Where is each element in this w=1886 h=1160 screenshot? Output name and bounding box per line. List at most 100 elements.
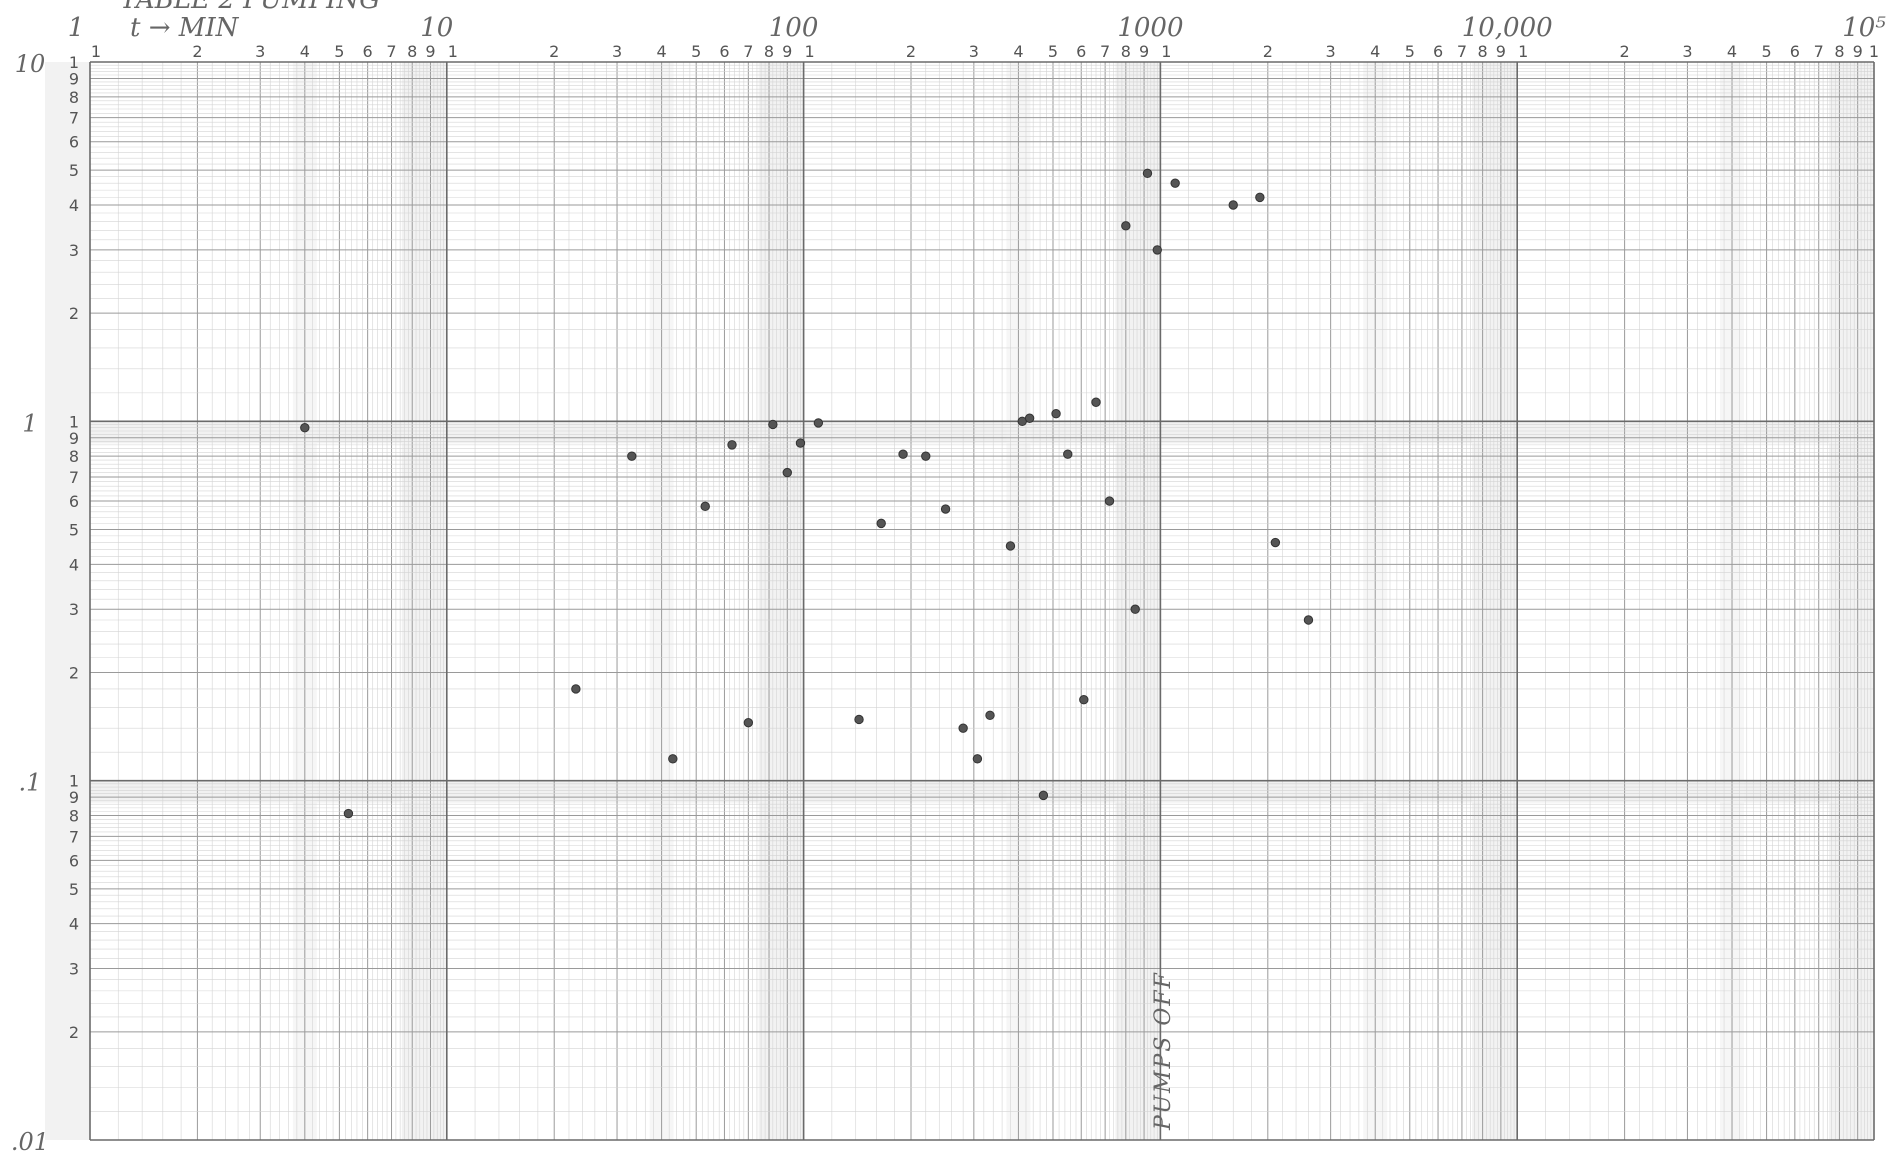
y-tick-label: 2 xyxy=(69,304,79,323)
x-decade-label: 1 xyxy=(68,13,85,43)
y-tick-label: 2 xyxy=(69,1023,79,1042)
data-point xyxy=(898,449,908,459)
y-tick-label: 7 xyxy=(69,468,79,487)
shade-band-x xyxy=(1115,62,1161,1140)
x-tick-label: 5 xyxy=(1405,42,1415,61)
data-point xyxy=(972,754,983,764)
data-point xyxy=(668,754,678,764)
x-tick-label: 1 xyxy=(1518,42,1528,61)
x-decade-label: 1000 xyxy=(1117,13,1183,43)
data-point xyxy=(727,440,737,450)
data-point xyxy=(700,501,710,512)
y-tick-label: 1 xyxy=(69,412,79,431)
data-point xyxy=(1142,168,1153,179)
x-tick-label: 8 xyxy=(1121,42,1131,61)
x-tick-label: 5 xyxy=(1761,42,1771,61)
data-point xyxy=(1130,604,1140,614)
x-tick-label: 9 xyxy=(1139,42,1149,61)
x-tick-label: 6 xyxy=(1790,42,1800,61)
data-point xyxy=(1024,413,1035,423)
y-decade-label: 10 xyxy=(15,50,46,78)
x-tick-label: 7 xyxy=(743,42,753,61)
data-point xyxy=(1170,178,1180,188)
data-point xyxy=(1038,790,1049,801)
x-tick-label: 4 xyxy=(657,42,667,61)
x-tick-label: 3 xyxy=(1326,42,1336,61)
x-tick-label: 1 xyxy=(448,42,458,61)
x-tick-label: 6 xyxy=(719,42,729,61)
y-decade-label: .01 xyxy=(11,1128,49,1156)
x-tick-label: 5 xyxy=(1048,42,1058,61)
x-tick-label: 6 xyxy=(1076,42,1086,61)
x-tick-label: 8 xyxy=(1834,42,1844,61)
x-tick-label: 4 xyxy=(1370,42,1380,61)
y-tick-label: 8 xyxy=(69,447,79,466)
data-point xyxy=(1228,200,1238,210)
x-decade-label: 100 xyxy=(769,13,819,43)
shade-band-x xyxy=(1472,62,1518,1140)
x-tick-label: 6 xyxy=(1433,42,1443,61)
x-tick-label: 4 xyxy=(1013,42,1023,61)
data-point xyxy=(343,808,354,819)
x-tick-label: 3 xyxy=(255,42,265,61)
data-point xyxy=(1104,496,1115,506)
y-tick-label: 5 xyxy=(69,880,79,899)
x-tick-label: 8 xyxy=(764,42,774,61)
data-point xyxy=(921,451,931,461)
x-tick-label: 9 xyxy=(1853,42,1863,61)
x-tick-label: 8 xyxy=(1478,42,1488,61)
data-point xyxy=(795,438,806,448)
data-point xyxy=(627,451,637,461)
x-tick-label: 7 xyxy=(386,42,396,61)
y-tick-label: 6 xyxy=(69,133,79,152)
y-tick-label: 6 xyxy=(69,851,79,870)
y-tick-label: 4 xyxy=(69,555,79,574)
x-tick-label: 3 xyxy=(1682,42,1692,61)
x-axis-note: t → MIN xyxy=(130,13,240,43)
data-point xyxy=(1091,397,1101,407)
x-tick-label: 6 xyxy=(363,42,373,61)
data-point xyxy=(940,504,951,514)
data-point xyxy=(813,418,824,428)
data-point xyxy=(1255,192,1265,203)
x-decade-label: 10 xyxy=(420,13,453,43)
x-tick-label: 7 xyxy=(1814,42,1824,61)
y-tick-label: 5 xyxy=(69,161,79,180)
y-tick-label: 1 xyxy=(69,53,79,72)
data-point xyxy=(876,518,886,529)
y-decade-label: .1 xyxy=(19,769,42,797)
x-tick-label: 9 xyxy=(782,42,792,61)
shade-band-x xyxy=(45,62,90,1140)
x-tick-label: 8 xyxy=(407,42,417,61)
x-tick-label: 3 xyxy=(969,42,979,61)
data-point xyxy=(1051,409,1061,419)
x-tick-label: 7 xyxy=(1457,42,1467,61)
data-point xyxy=(782,467,792,478)
shade-band-x xyxy=(401,62,447,1140)
shade-band-x xyxy=(1829,62,1874,1140)
data-point xyxy=(743,717,754,728)
shade-band-x xyxy=(758,62,804,1140)
data-point xyxy=(1121,221,1131,231)
x-decade-label: 10⁵ xyxy=(1842,13,1886,43)
data-point xyxy=(1270,537,1281,548)
x-tick-label: 2 xyxy=(192,42,202,61)
data-point xyxy=(300,423,310,433)
y-tick-label: 4 xyxy=(69,196,79,215)
y-tick-label: 3 xyxy=(69,600,79,619)
data-point xyxy=(768,419,778,430)
data-point xyxy=(571,684,581,694)
x-tick-label: 9 xyxy=(1496,42,1506,61)
data-point xyxy=(958,723,968,733)
y-decade-label: 1 xyxy=(22,409,37,437)
y-tick-label: 9 xyxy=(69,69,79,88)
y-tick-label: 1 xyxy=(69,772,79,791)
y-tick-label: 8 xyxy=(69,88,79,107)
data-point xyxy=(985,710,995,721)
x-decade-label: 10,000 xyxy=(1462,13,1553,43)
x-tick-label: 1 xyxy=(91,42,101,61)
x-tick-label: 4 xyxy=(1727,42,1737,61)
data-point xyxy=(1303,615,1314,625)
x-tick-label: 1 xyxy=(1161,42,1171,61)
